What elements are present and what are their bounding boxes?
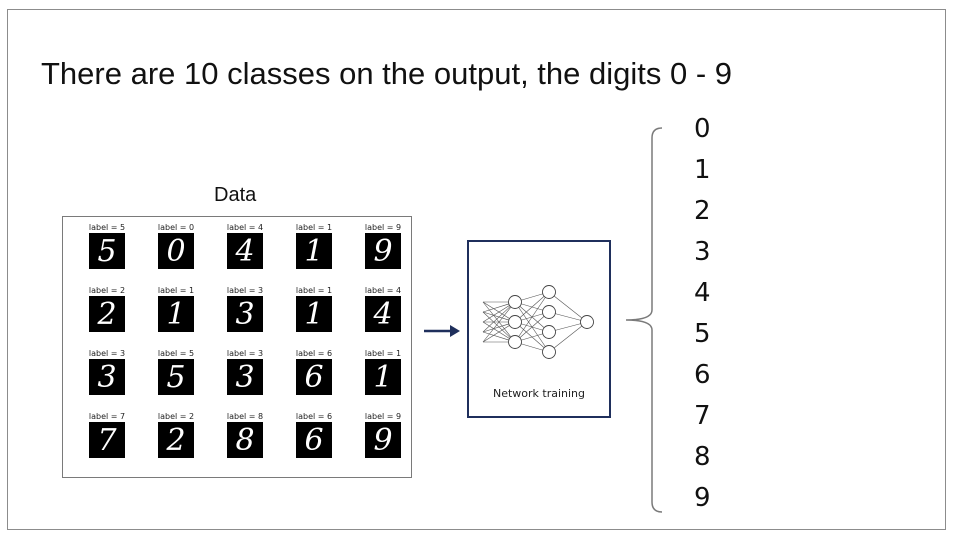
output-class-item: 7 xyxy=(694,401,711,431)
network-box: Network training xyxy=(467,240,611,418)
data-label: Data xyxy=(214,184,257,206)
digit-image: 6 xyxy=(296,422,332,458)
digit-image: 3 xyxy=(227,359,263,395)
output-class-item: 8 xyxy=(694,442,711,472)
digit-image: 9 xyxy=(365,233,401,269)
sample-label: label = 1 xyxy=(364,349,402,358)
output-class-item: 0 xyxy=(694,114,711,144)
network-node xyxy=(542,325,556,339)
digit-image: 3 xyxy=(227,296,263,332)
network-edge xyxy=(514,291,550,323)
digit-image: 5 xyxy=(158,359,194,395)
digit-image: 1 xyxy=(296,296,332,332)
sample-label: label = 6 xyxy=(295,349,333,358)
network-node xyxy=(542,305,556,319)
digit-image: 5 xyxy=(89,233,125,269)
sample-label: label = 4 xyxy=(364,286,402,295)
output-class-item: 9 xyxy=(694,483,711,513)
sample-label: label = 1 xyxy=(157,286,195,295)
output-class-item: 5 xyxy=(694,319,711,349)
network-node xyxy=(542,345,556,359)
digit-image: 4 xyxy=(227,233,263,269)
network-caption: Network training xyxy=(492,387,586,400)
output-class-item: 4 xyxy=(694,278,711,308)
network-node xyxy=(508,335,522,349)
sample-label: label = 3 xyxy=(226,286,264,295)
network-node xyxy=(508,315,522,329)
output-class-item: 6 xyxy=(694,360,711,390)
network-edge xyxy=(482,301,516,333)
digit-image: 6 xyxy=(296,359,332,395)
network-node xyxy=(508,295,522,309)
output-class-item: 1 xyxy=(694,155,711,185)
brace-icon xyxy=(625,127,663,513)
digit-image: 1 xyxy=(158,296,194,332)
sample-label: label = 3 xyxy=(88,349,126,358)
sample-label: label = 2 xyxy=(88,286,126,295)
digit-image: 1 xyxy=(296,233,332,269)
network-edge xyxy=(548,321,588,353)
arrow-right-icon xyxy=(424,325,460,337)
sample-label: label = 7 xyxy=(88,412,126,421)
network-node xyxy=(580,315,594,329)
digit-image: 1 xyxy=(365,359,401,395)
digit-image: 9 xyxy=(365,422,401,458)
sample-label: label = 6 xyxy=(295,412,333,421)
neural-network-icon xyxy=(482,285,594,359)
digit-image: 4 xyxy=(365,296,401,332)
sample-label: label = 2 xyxy=(157,412,195,421)
digit-image: 7 xyxy=(89,422,125,458)
sample-label: label = 3 xyxy=(226,349,264,358)
sample-label: label = 9 xyxy=(364,412,402,421)
slide-title: There are 10 classes on the output, the … xyxy=(41,56,733,91)
network-edge xyxy=(514,311,550,343)
sample-label: label = 4 xyxy=(226,223,264,232)
sample-label: label = 5 xyxy=(88,223,126,232)
output-class-item: 3 xyxy=(694,237,711,267)
sample-label: label = 1 xyxy=(295,223,333,232)
digit-image: 0 xyxy=(158,233,194,269)
digit-image: 2 xyxy=(158,422,194,458)
sample-label: label = 9 xyxy=(364,223,402,232)
digit-image: 8 xyxy=(227,422,263,458)
network-edge xyxy=(482,301,516,343)
output-class-item: 2 xyxy=(694,196,711,226)
network-edge xyxy=(548,291,588,323)
network-node xyxy=(542,285,556,299)
digit-image: 2 xyxy=(89,296,125,332)
sample-label: label = 8 xyxy=(226,412,264,421)
sample-label: label = 5 xyxy=(157,349,195,358)
sample-label: label = 1 xyxy=(295,286,333,295)
digit-image: 3 xyxy=(89,359,125,395)
sample-label: label = 0 xyxy=(157,223,195,232)
network-edge xyxy=(514,291,550,343)
